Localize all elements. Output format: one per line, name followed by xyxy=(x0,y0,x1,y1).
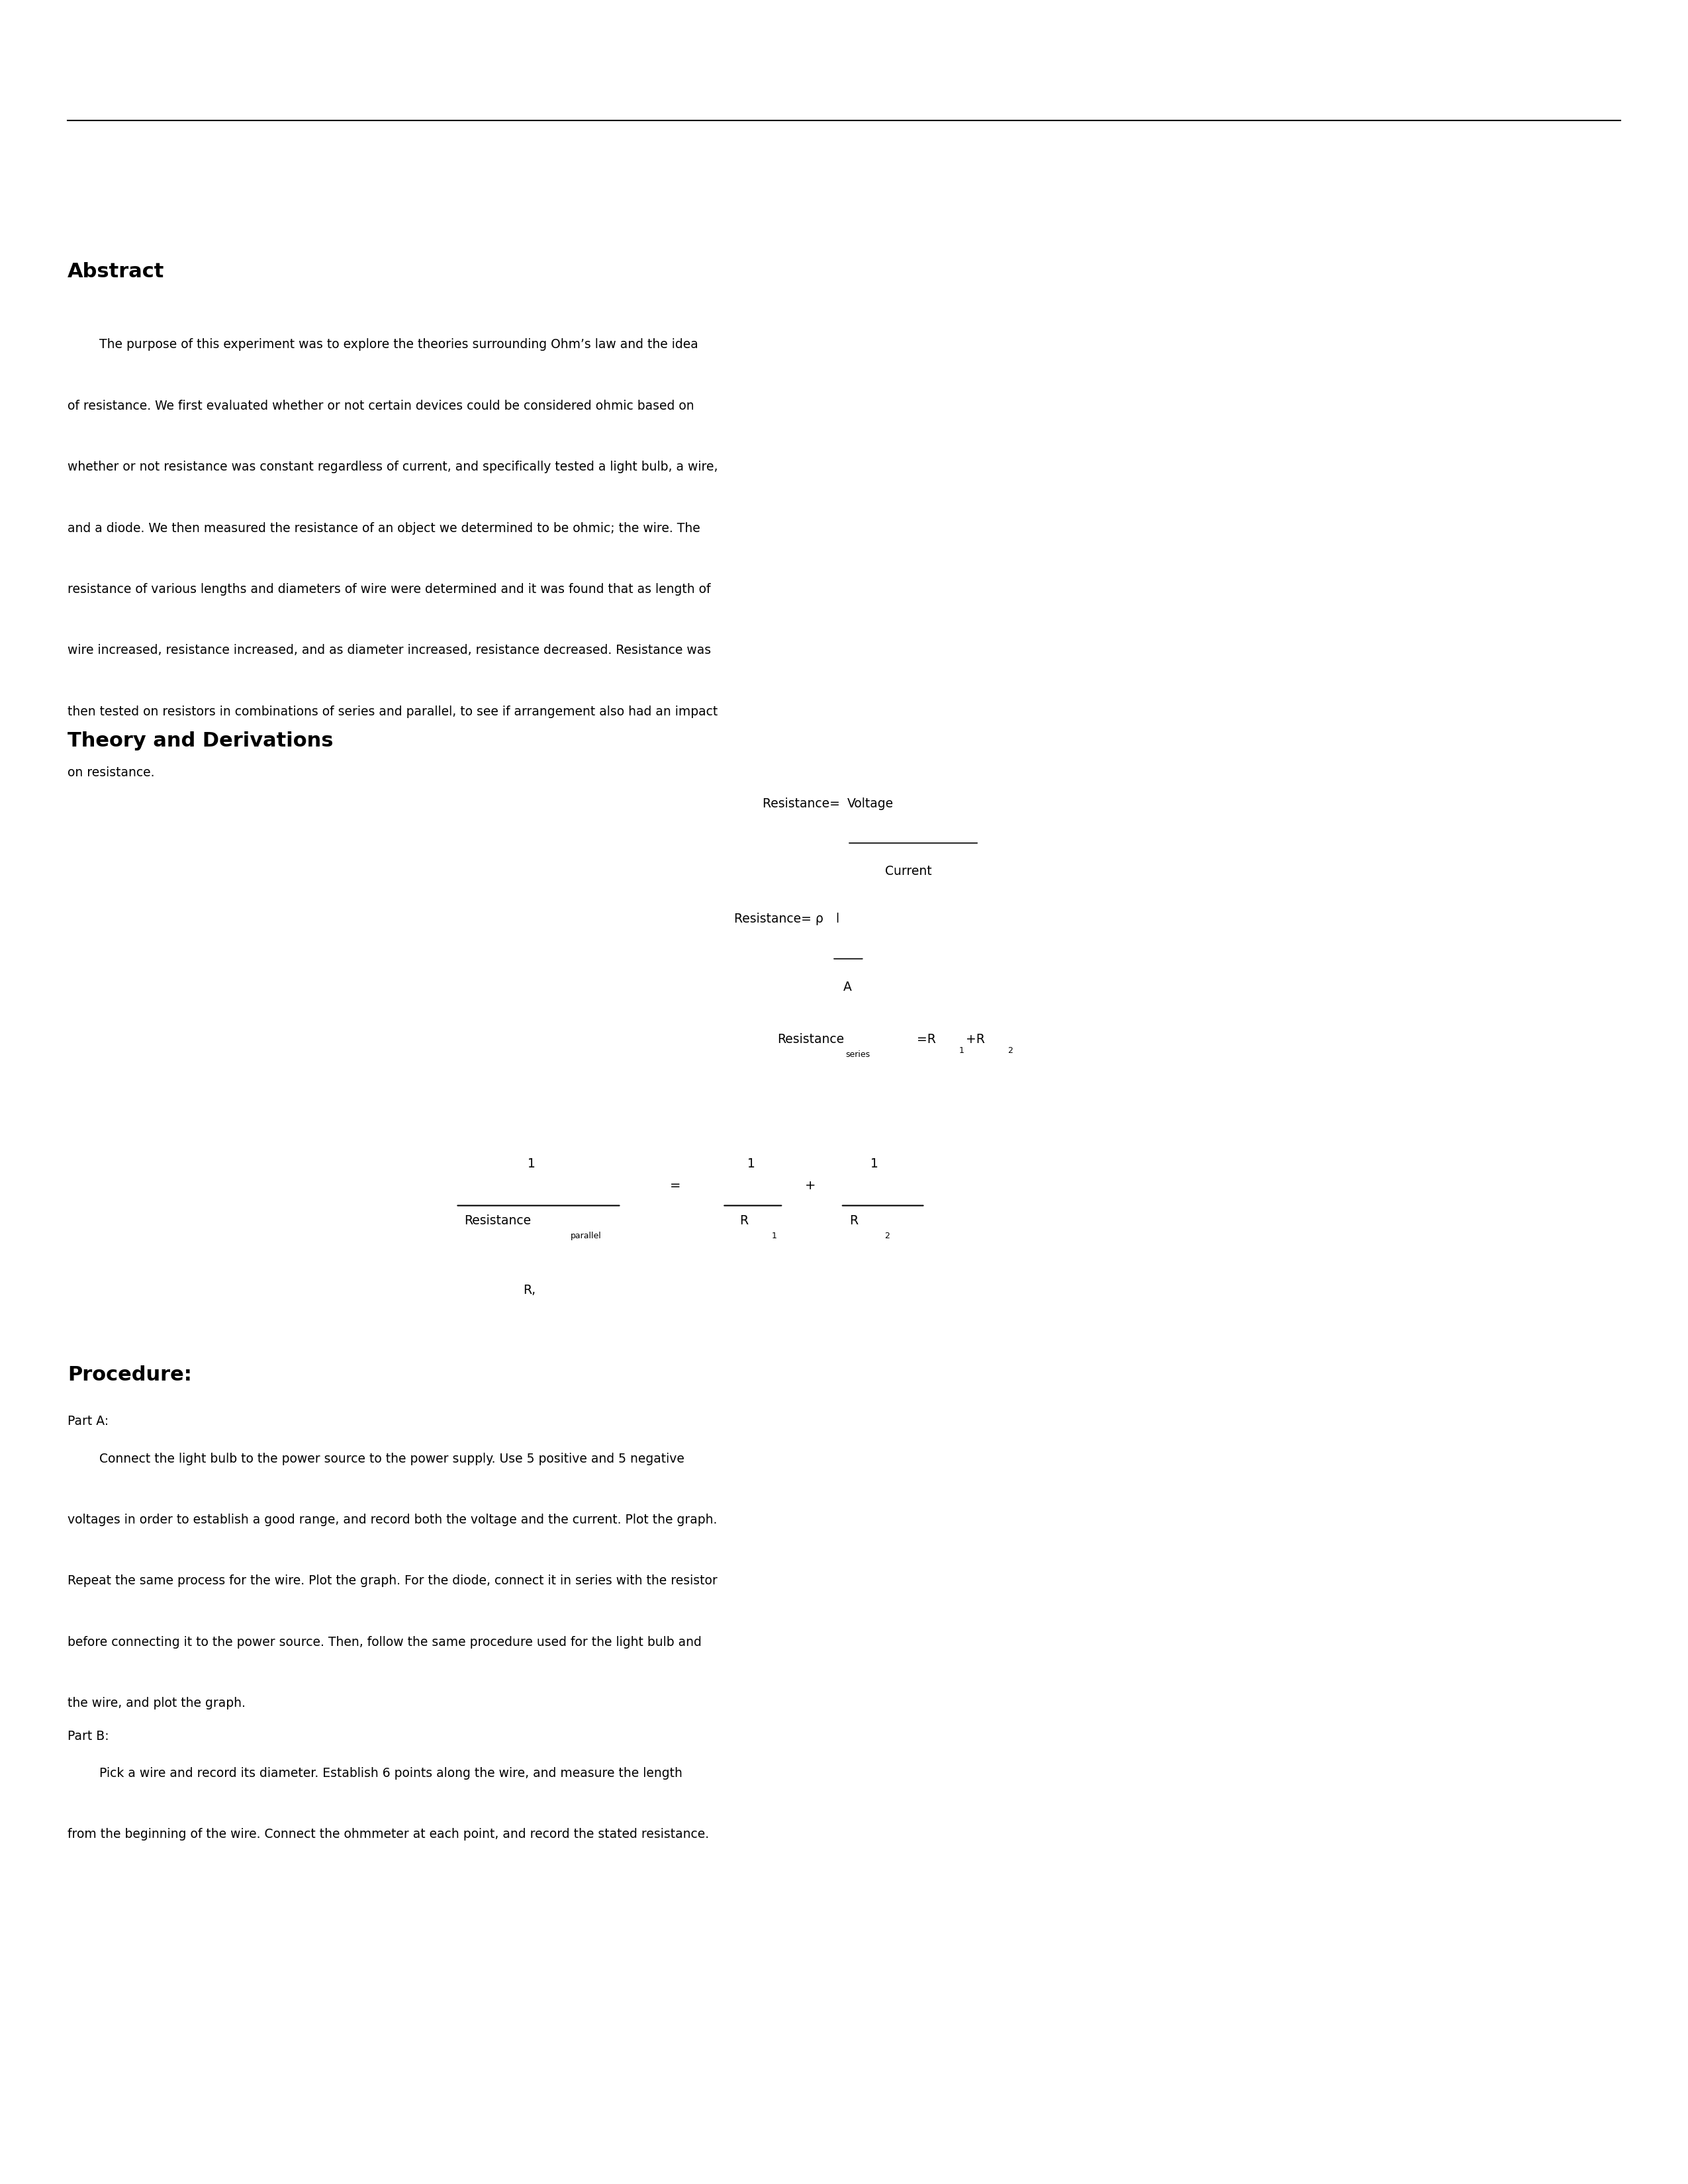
Text: Part A:: Part A: xyxy=(68,1415,108,1428)
Text: 2: 2 xyxy=(1008,1046,1013,1055)
Text: Connect the light bulb to the power source to the power supply. Use 5 positive a: Connect the light bulb to the power sour… xyxy=(68,1452,684,1465)
Text: =: = xyxy=(670,1179,680,1192)
Text: the wire, and plot the graph.: the wire, and plot the graph. xyxy=(68,1697,245,1710)
Text: Resistance: Resistance xyxy=(776,1033,844,1046)
Text: R: R xyxy=(739,1214,748,1227)
Text: then tested on resistors in combinations of series and parallel, to see if arran: then tested on resistors in combinations… xyxy=(68,705,717,719)
Text: +: + xyxy=(805,1179,815,1192)
Text: parallel: parallel xyxy=(571,1232,601,1241)
Text: 1: 1 xyxy=(959,1046,964,1055)
Text: 1: 1 xyxy=(771,1232,776,1241)
Text: Voltage: Voltage xyxy=(847,797,895,810)
Text: 1: 1 xyxy=(748,1158,755,1171)
Text: voltages in order to establish a good range, and record both the voltage and the: voltages in order to establish a good ra… xyxy=(68,1514,717,1527)
Text: Resistance=: Resistance= xyxy=(763,797,844,810)
Text: R,: R, xyxy=(523,1284,537,1297)
Text: Repeat the same process for the wire. Plot the graph. For the diode, connect it : Repeat the same process for the wire. Pl… xyxy=(68,1575,717,1588)
Text: +R: +R xyxy=(966,1033,984,1046)
Text: Pick a wire and record its diameter. Establish 6 points along the wire, and meas: Pick a wire and record its diameter. Est… xyxy=(68,1767,682,1780)
Text: series: series xyxy=(846,1051,871,1059)
Text: 2: 2 xyxy=(885,1232,890,1241)
Text: whether or not resistance was constant regardless of current, and specifically t: whether or not resistance was constant r… xyxy=(68,461,717,474)
Text: Procedure:: Procedure: xyxy=(68,1365,192,1385)
Text: Abstract: Abstract xyxy=(68,262,164,282)
Text: and a diode. We then measured the resistance of an object we determined to be oh: and a diode. We then measured the resist… xyxy=(68,522,701,535)
Text: l: l xyxy=(836,913,839,926)
Text: 1: 1 xyxy=(871,1158,878,1171)
Text: wire increased, resistance increased, and as diameter increased, resistance decr: wire increased, resistance increased, an… xyxy=(68,644,711,657)
Text: from the beginning of the wire. Connect the ohmmeter at each point, and record t: from the beginning of the wire. Connect … xyxy=(68,1828,709,1841)
Text: Part B:: Part B: xyxy=(68,1730,110,1743)
Text: R: R xyxy=(849,1214,858,1227)
Text: Current: Current xyxy=(885,865,932,878)
Text: resistance of various lengths and diameters of wire were determined and it was f: resistance of various lengths and diamet… xyxy=(68,583,711,596)
Text: Resistance= ρ: Resistance= ρ xyxy=(734,913,827,926)
Text: =R: =R xyxy=(917,1033,935,1046)
Text: before connecting it to the power source. Then, follow the same procedure used f: before connecting it to the power source… xyxy=(68,1636,702,1649)
Text: Theory and Derivations: Theory and Derivations xyxy=(68,732,333,751)
Text: on resistance.: on resistance. xyxy=(68,767,155,780)
Text: Resistance: Resistance xyxy=(464,1214,532,1227)
Text: 1: 1 xyxy=(528,1158,535,1171)
Text: of resistance. We first evaluated whether or not certain devices could be consid: of resistance. We first evaluated whethe… xyxy=(68,400,694,413)
Text: A: A xyxy=(842,981,852,994)
Text: The purpose of this experiment was to explore the theories surrounding Ohm’s law: The purpose of this experiment was to ex… xyxy=(68,339,699,352)
